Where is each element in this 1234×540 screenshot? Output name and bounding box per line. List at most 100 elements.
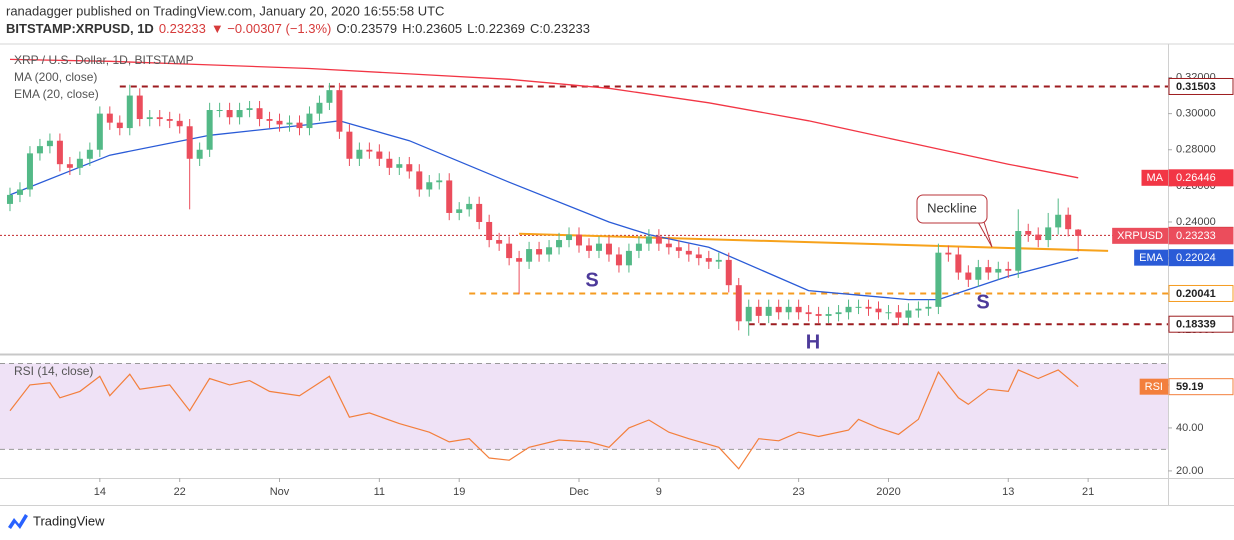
candle-body [965, 272, 972, 280]
price-badge [1168, 378, 1234, 396]
candle-body [336, 90, 343, 132]
x-tick-label: 14 [94, 486, 106, 498]
candle-body [466, 203, 473, 210]
candle-body [595, 243, 602, 251]
candle-body [246, 108, 253, 111]
candle-body [1065, 214, 1072, 230]
ohlc: H:0.23605 [402, 21, 462, 36]
candle-body [855, 306, 862, 308]
symbol: BITSTAMP:XRPUSD, 1D [6, 21, 154, 36]
candle-body [446, 180, 453, 213]
candle-body [615, 254, 622, 266]
x-tick-label: 22 [174, 486, 186, 498]
candle-body [1005, 268, 1012, 271]
ohlc: L:0.22369 [467, 21, 525, 36]
candle-body [1035, 234, 1042, 241]
candle-body [36, 146, 43, 154]
candle-body [585, 245, 592, 251]
candle-body [955, 254, 962, 273]
change: ▼ −0.00307 (−1.3%) [211, 21, 332, 36]
candle-body [725, 259, 732, 286]
price-badge [1168, 249, 1234, 267]
candle-body [566, 234, 573, 241]
candle-body [755, 306, 762, 316]
candle-body [635, 243, 642, 251]
candle-body [536, 249, 543, 255]
price-badge-text: 0.23233 [1176, 230, 1216, 242]
brand: TradingView [33, 513, 105, 528]
candle-body [865, 306, 872, 309]
rsi-tick-label: 20.00 [1176, 465, 1204, 477]
x-tick-label: 9 [656, 486, 662, 498]
x-tick-label: 21 [1082, 486, 1094, 498]
x-tick-label: 2020 [876, 486, 900, 498]
candle-body [66, 164, 73, 168]
candle-body [376, 151, 383, 159]
candle-body [1075, 229, 1082, 236]
candle-body [406, 164, 413, 172]
price-badge [1168, 284, 1234, 302]
candle-body [975, 267, 982, 280]
candle-body [136, 95, 143, 120]
candle-body [386, 158, 393, 168]
candle-body [356, 149, 363, 159]
callout-box [916, 194, 988, 224]
candle-body [605, 243, 612, 255]
published-line: ranadagger published on TradingView.com,… [6, 3, 444, 18]
price-badge [1168, 77, 1234, 95]
candle-body [875, 308, 882, 313]
candle-body [106, 113, 113, 123]
candle-body [416, 171, 423, 190]
candle-body [16, 189, 23, 195]
candle-body [1045, 227, 1052, 241]
candle-body [46, 140, 53, 147]
callout-pointer [977, 221, 993, 248]
candle-body [86, 149, 93, 159]
candle-body [196, 149, 203, 159]
symbol-line: BITSTAMP:XRPUSD, 1D 0.23233 ▼ −0.00307 (−1… [6, 21, 590, 36]
badge-tag-bg [1141, 169, 1168, 186]
candle-body [96, 113, 103, 150]
legend-entry: MA (200, close) [14, 70, 97, 84]
price-badge-text: 59.19 [1176, 381, 1204, 393]
x-tick-label: Dec [569, 486, 589, 498]
price-badge-text: 0.31503 [1176, 81, 1216, 93]
candle-body [176, 120, 183, 127]
pattern-label: S [585, 269, 598, 291]
candle-body [266, 119, 273, 121]
candle-body [166, 119, 173, 121]
candle-body [925, 306, 932, 309]
candle-body [576, 234, 583, 246]
candle-body [625, 250, 632, 266]
candle-body [56, 140, 63, 165]
candle-body [995, 268, 1002, 273]
candle-body [935, 252, 942, 307]
candle-body [915, 308, 922, 311]
candle-body [506, 243, 513, 259]
candle-body [146, 117, 153, 120]
ohlc: C:0.23233 [530, 21, 590, 36]
candle-body [895, 312, 902, 318]
legend-rsi: RSI (14, close) [14, 364, 93, 378]
candle-body [156, 117, 163, 120]
candle-body [6, 194, 13, 204]
rsi-band [0, 363, 1168, 450]
price-badge [1168, 315, 1234, 333]
badge-tag-bg [1134, 249, 1168, 266]
candle-body [1025, 231, 1032, 235]
candle-body [1015, 231, 1022, 271]
candle-body [825, 314, 832, 316]
candle-body [1055, 214, 1062, 228]
candle-body [346, 131, 353, 159]
candle-body [905, 310, 912, 318]
candle-body [795, 306, 802, 313]
candle-body [456, 209, 463, 213]
price-badge [1168, 169, 1234, 187]
candle-body [775, 306, 782, 313]
y-tick-label: 0.28000 [1176, 144, 1216, 156]
candle-body [286, 122, 293, 125]
y-tick-label: 0.24000 [1176, 216, 1216, 228]
x-tick-label: Nov [270, 486, 290, 498]
